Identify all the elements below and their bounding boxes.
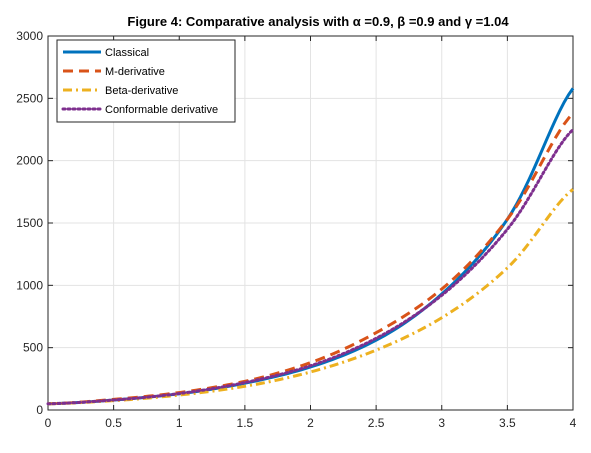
y-tick-label: 500 [23,341,43,355]
x-tick-label: 0 [45,416,52,430]
legend-label: Conformable derivative [105,104,218,116]
legend: Classical M-derivative Beta-derivative Conf… [56,39,236,123]
x-tick-label: 2.5 [368,416,385,430]
legend-label: Beta-derivative [105,85,178,97]
series-line-conformable-derivative [46,128,575,406]
x-tick-label: 0.5 [105,416,122,430]
y-tick-label: 0 [36,403,43,417]
y-tick-label: 3000 [16,29,43,43]
series-lines [46,87,575,406]
legend-label: Classical [105,47,149,59]
y-tick-label: 2500 [16,91,43,105]
y-tick-label: 1500 [16,216,43,230]
x-tick-label: 3.5 [499,416,516,430]
x-tick-label: 1 [176,416,183,430]
x-tick-label: 4 [570,416,577,430]
series-line-beta-derivative [47,188,574,406]
x-tick-label: 2 [307,416,314,430]
axis-ticks: 0 0.5 1 1.5 2 2.5 3 3.5 4 0 500 1000 1500 2000 2500 300… [16,29,576,430]
y-tick-label: 1000 [16,278,43,292]
y-tick-label: 2000 [16,154,43,168]
x-tick-label: 1.5 [237,416,254,430]
grid [47,35,574,411]
x-tick-label: 3 [438,416,445,430]
chart-title: Figure 4: Comparative analysis with α =0… [127,14,509,29]
legend-label: M-derivative [105,66,165,78]
